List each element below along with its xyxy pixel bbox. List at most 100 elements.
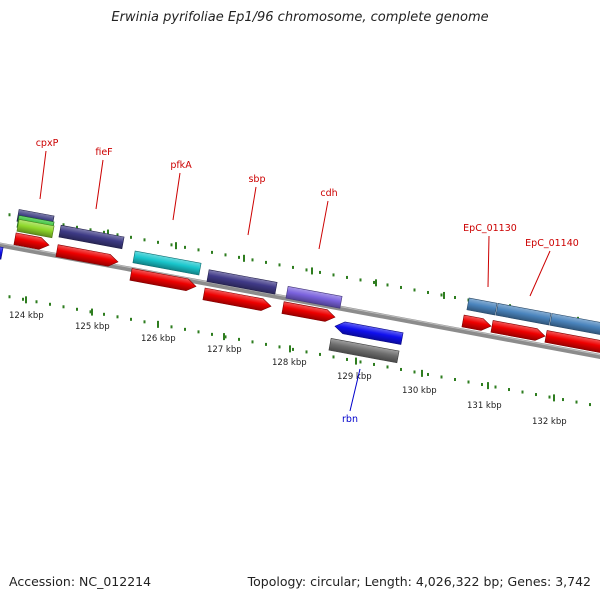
feature-sbp	[206, 269, 278, 295]
feature-cpxP-c-shape	[16, 219, 55, 239]
lower-guide-dot	[319, 352, 321, 356]
upper-guide-dot	[143, 238, 146, 242]
scale-label: 126 kbp	[141, 334, 176, 344]
feature-red-arrow-shape	[202, 287, 272, 311]
scale-label: 130 kbp	[402, 386, 437, 396]
scale-label: 132 kbp	[532, 417, 567, 427]
lower-guide-dot	[184, 327, 186, 331]
gene-leader-line	[318, 200, 329, 250]
feature-next-blue	[549, 313, 600, 337]
upper-guide-dot	[359, 278, 362, 282]
lower-guide-dot	[494, 385, 497, 389]
upper-guide-dot	[319, 270, 321, 274]
upper-guide-major-tick	[443, 291, 445, 299]
feature-pfkA	[132, 250, 202, 276]
lower-guide-dot	[413, 370, 416, 374]
lower-guide-dot	[386, 365, 389, 369]
gene-label-cpxP: cpxP	[36, 138, 59, 149]
feature-pfkA-shape	[132, 250, 202, 276]
lower-guide-dot	[548, 395, 551, 399]
gene-label-EpC_01140: EpC_01140	[525, 238, 579, 249]
upper-guide-dot	[130, 235, 132, 239]
lower-guide-dot	[224, 335, 227, 339]
lower-guide-dot	[49, 302, 51, 306]
lower-guide-major-tick	[25, 296, 27, 304]
lower-guide-dot	[251, 340, 254, 344]
feature-edge-blue	[0, 245, 4, 260]
feature-edge-blue-shape	[0, 245, 4, 260]
feature-red-arrow	[202, 287, 272, 311]
upper-guide-dot	[224, 253, 227, 257]
feature-red-edge-shape	[544, 330, 600, 355]
gene-leader-line	[39, 150, 47, 200]
upper-guide-dot	[184, 245, 186, 249]
accession-text: Accession: NC_012214	[9, 574, 152, 589]
features-layer	[0, 209, 600, 364]
lower-guide-dot	[521, 390, 524, 394]
gene-label-pfkA: pfkA	[170, 160, 192, 171]
lower-guide-dot	[89, 310, 92, 314]
lower-guide-dot	[575, 400, 578, 404]
feature-red-arrow-shape	[129, 268, 197, 291]
upper-guide-major-tick	[311, 267, 313, 275]
upper-guide-dot	[427, 290, 429, 294]
upper-guide-dot	[265, 260, 267, 264]
lower-guide-major-tick	[553, 394, 555, 402]
lower-guide-dot	[292, 347, 294, 351]
lower-guide-dot	[427, 372, 429, 376]
lower-guide-dot	[305, 350, 308, 354]
upper-guide-dot	[373, 280, 375, 284]
feature-next-blue-shape	[549, 313, 600, 337]
upper-guide-dot	[278, 263, 281, 267]
upper-guide-dot	[62, 223, 65, 227]
lower-guide-dot	[265, 342, 267, 346]
feature-red-arrow-shape	[55, 244, 119, 267]
feature-red-edge	[544, 330, 600, 355]
lower-guide-major-tick	[355, 357, 357, 365]
scale-label: 127 kbp	[207, 345, 242, 355]
lower-guide-dot	[373, 362, 375, 366]
upper-guide-dot	[116, 233, 119, 237]
gene-leader-line	[172, 172, 181, 221]
upper-guide-dot	[238, 255, 240, 259]
lower-guide-dot	[278, 345, 281, 349]
lower-guide-dot	[170, 325, 173, 329]
feature-rbn-gray	[328, 338, 400, 364]
gene-label-fieF: fieF	[95, 147, 112, 158]
gene-label-rbn: rbn	[342, 414, 358, 425]
upper-guide-major-tick	[243, 254, 245, 262]
upper-guide-dot	[197, 248, 200, 252]
lower-guide-dot	[454, 377, 456, 381]
gene-label-EpC_01130: EpC_01130	[463, 223, 517, 234]
topology-text: Topology: circular; Length: 4,026,322 bp…	[247, 574, 591, 589]
feature-red-arrow	[281, 301, 336, 322]
upper-guide-dot	[8, 213, 11, 217]
feature-red-arrow	[13, 232, 50, 250]
feature-fieF	[58, 224, 125, 250]
lower-guide-dot	[332, 355, 335, 359]
lower-guide-dot	[481, 383, 483, 387]
gene-label-cdh: cdh	[320, 188, 337, 199]
gene-leader-line	[529, 250, 551, 297]
feature-red-arrow-shape	[461, 314, 492, 331]
lower-guide-dot	[35, 300, 38, 304]
scale-label: 124 kbp	[9, 311, 44, 321]
upper-guide-dot	[454, 295, 456, 299]
upper-guide-dot	[346, 275, 348, 279]
lower-guide-dot	[211, 332, 213, 336]
lower-guide-dot	[197, 330, 200, 334]
upper-guide-dot	[292, 265, 294, 269]
scale-label: 129 kbp	[337, 372, 372, 382]
upper-guide-dot	[413, 288, 416, 292]
upper-guide-dot	[440, 293, 443, 297]
upper-guide-dot	[400, 285, 402, 289]
lower-guide-dot	[508, 388, 510, 392]
lower-guide-dot	[359, 360, 362, 364]
lower-guide-dot	[589, 403, 591, 407]
upper-guide-dot	[76, 225, 78, 229]
feature-red-arrow	[55, 244, 119, 267]
gene-leader-line	[349, 368, 361, 412]
lower-guide-dot	[400, 367, 402, 371]
lower-guide-major-tick	[289, 345, 291, 353]
